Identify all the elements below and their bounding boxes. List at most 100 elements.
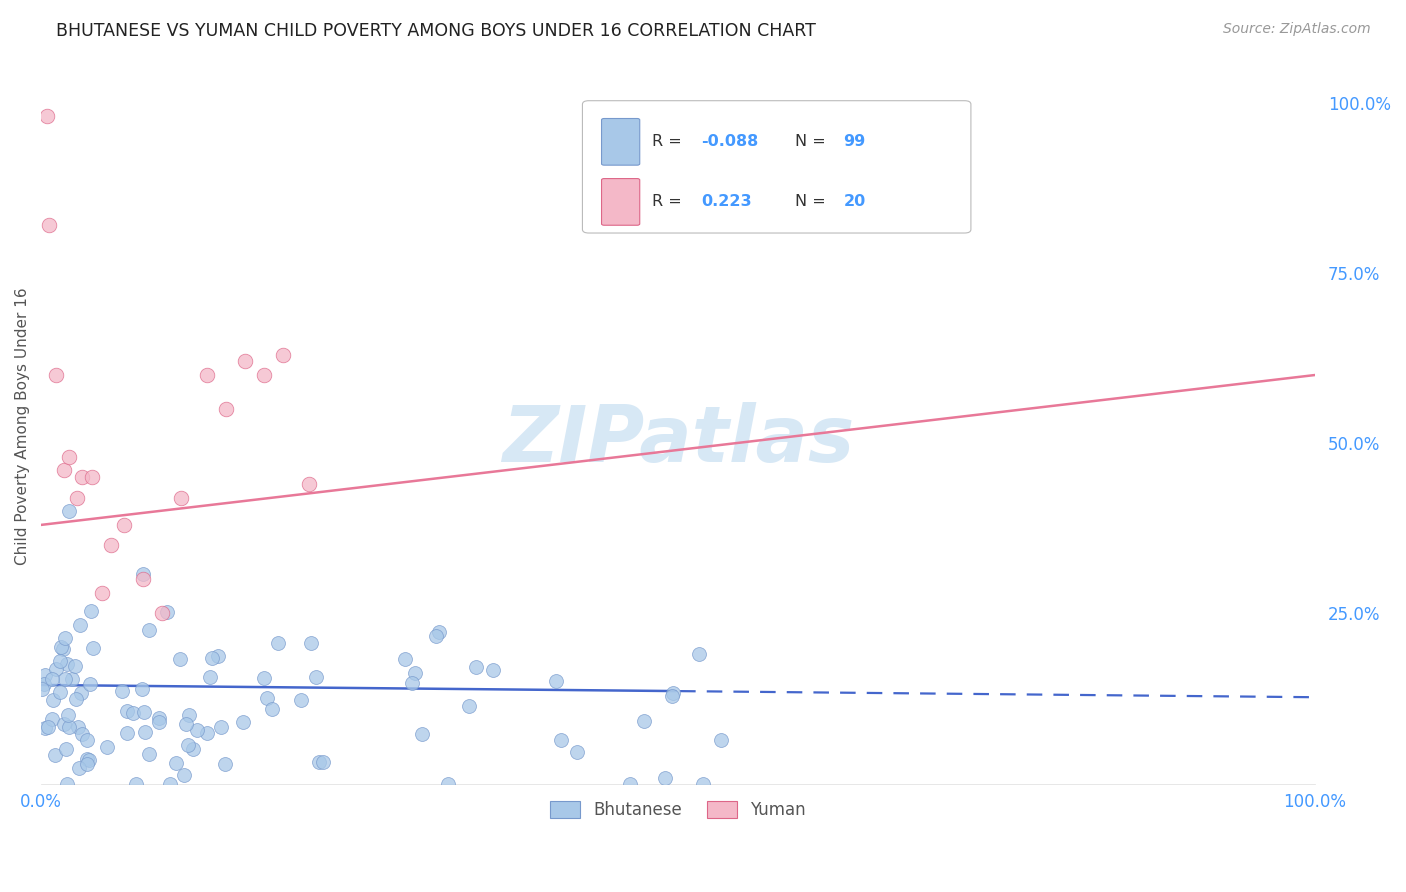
Point bbox=[100, 538, 122, 552]
Point bbox=[692, 777, 714, 791]
Point bbox=[45, 662, 67, 676]
Point bbox=[148, 714, 170, 729]
Point bbox=[215, 402, 238, 417]
Point bbox=[80, 604, 103, 618]
Legend: Bhutanese, Yuman: Bhutanese, Yuman bbox=[543, 794, 813, 825]
Point bbox=[31, 681, 53, 696]
Point bbox=[37, 109, 59, 123]
Point bbox=[63, 659, 86, 673]
Point bbox=[256, 690, 278, 705]
Point bbox=[427, 625, 450, 640]
Point bbox=[67, 760, 90, 774]
Point bbox=[49, 684, 72, 698]
Point bbox=[290, 692, 312, 706]
Point bbox=[52, 642, 75, 657]
Point bbox=[112, 517, 135, 532]
Point bbox=[70, 727, 93, 741]
Text: N =: N = bbox=[796, 135, 831, 149]
Point bbox=[411, 726, 433, 740]
Point bbox=[49, 640, 72, 654]
Text: Source: ZipAtlas.com: Source: ZipAtlas.com bbox=[1223, 22, 1371, 37]
Point bbox=[567, 745, 589, 759]
Point bbox=[195, 368, 218, 382]
Point bbox=[654, 771, 676, 785]
Point bbox=[53, 463, 76, 477]
Text: -0.088: -0.088 bbox=[700, 135, 758, 149]
Point bbox=[115, 726, 138, 740]
Point bbox=[77, 754, 100, 768]
Point bbox=[159, 777, 181, 791]
Point bbox=[76, 751, 98, 765]
Point bbox=[165, 756, 187, 770]
Point bbox=[132, 573, 155, 587]
Point bbox=[232, 714, 254, 729]
Point bbox=[70, 470, 93, 484]
Text: BHUTANESE VS YUMAN CHILD POVERTY AMONG BOYS UNDER 16 CORRELATION CHART: BHUTANESE VS YUMAN CHILD POVERTY AMONG B… bbox=[56, 22, 815, 40]
Point bbox=[41, 672, 63, 686]
Point bbox=[170, 491, 193, 505]
Point bbox=[55, 657, 77, 672]
Point bbox=[464, 660, 486, 674]
Point bbox=[96, 740, 118, 755]
Point bbox=[688, 647, 710, 661]
Point bbox=[404, 666, 426, 681]
Point bbox=[550, 732, 572, 747]
Text: 0.223: 0.223 bbox=[700, 194, 752, 210]
Point bbox=[131, 681, 153, 696]
Point bbox=[169, 652, 191, 666]
Point bbox=[134, 725, 156, 739]
Point bbox=[53, 673, 76, 687]
Point bbox=[117, 705, 139, 719]
Point bbox=[79, 677, 101, 691]
Point bbox=[148, 711, 170, 725]
Point bbox=[44, 747, 66, 762]
Text: 20: 20 bbox=[844, 194, 866, 210]
Point bbox=[253, 671, 276, 685]
Point bbox=[58, 720, 80, 734]
Point bbox=[56, 707, 79, 722]
Point bbox=[173, 768, 195, 782]
Point bbox=[34, 677, 56, 691]
Point bbox=[55, 777, 77, 791]
Point bbox=[42, 693, 65, 707]
Y-axis label: Child Poverty Among Boys Under 16: Child Poverty Among Boys Under 16 bbox=[15, 287, 30, 565]
Point bbox=[207, 649, 229, 664]
Point bbox=[710, 733, 733, 747]
Point bbox=[546, 673, 568, 688]
Point bbox=[458, 698, 481, 713]
Text: 99: 99 bbox=[844, 135, 866, 149]
Text: N =: N = bbox=[796, 194, 831, 210]
Point bbox=[138, 623, 160, 637]
Point bbox=[401, 676, 423, 690]
Point bbox=[312, 756, 335, 770]
Point bbox=[76, 732, 98, 747]
FancyBboxPatch shape bbox=[582, 101, 972, 233]
Text: R =: R = bbox=[652, 135, 688, 149]
Point bbox=[482, 663, 505, 677]
Point bbox=[55, 631, 77, 645]
Point bbox=[132, 566, 155, 581]
Point bbox=[38, 218, 60, 232]
Point bbox=[66, 491, 89, 505]
FancyBboxPatch shape bbox=[602, 119, 640, 165]
Point bbox=[80, 470, 103, 484]
Point bbox=[132, 706, 155, 720]
Point bbox=[65, 692, 87, 706]
Text: ZIPatlas: ZIPatlas bbox=[502, 402, 853, 478]
Point bbox=[179, 707, 201, 722]
Point bbox=[150, 607, 173, 621]
Point bbox=[619, 777, 641, 791]
Point bbox=[58, 504, 80, 518]
Point bbox=[181, 742, 204, 756]
Point bbox=[91, 586, 114, 600]
Point bbox=[305, 670, 328, 684]
Point bbox=[186, 723, 208, 738]
Point bbox=[41, 712, 63, 726]
Point bbox=[633, 714, 655, 728]
Point bbox=[214, 756, 236, 771]
Point bbox=[209, 720, 232, 734]
Point bbox=[233, 354, 256, 368]
Point bbox=[271, 348, 294, 362]
Point bbox=[437, 777, 460, 791]
Point bbox=[125, 777, 148, 791]
